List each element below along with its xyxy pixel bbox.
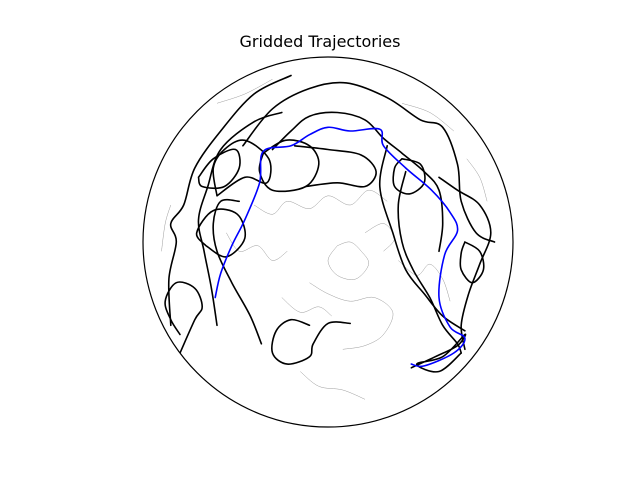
trajectory-line — [392, 158, 426, 195]
coastline-segment — [466, 158, 488, 202]
trajectory-line — [167, 74, 292, 327]
chart-title: Gridded Trajectories — [239, 32, 401, 51]
trajectories — [164, 74, 496, 373]
coastline-segment — [309, 282, 394, 350]
coastline-segment — [253, 189, 388, 215]
coastline-segment — [300, 371, 366, 400]
trajectory-line — [438, 176, 492, 351]
trajectory-line — [293, 145, 377, 188]
coastline-segment — [364, 223, 395, 252]
globe-outline — [142, 56, 514, 428]
coastline-segment — [398, 260, 451, 302]
coastline-segment — [216, 78, 273, 104]
coastline-segment — [281, 297, 332, 317]
trajectory-line — [271, 318, 351, 365]
trajectory-line — [197, 148, 241, 190]
coastlines — [161, 78, 488, 400]
coastline-segment — [327, 241, 370, 280]
trajectory-highlight-line — [214, 126, 466, 368]
coastline-segment — [226, 232, 288, 261]
trajectory-line — [242, 81, 496, 243]
trajectory-line — [410, 333, 467, 373]
trajectory-line — [271, 111, 444, 253]
trajectory-line — [212, 198, 263, 345]
trajectory-line — [397, 170, 462, 354]
coastline-segment — [401, 103, 454, 132]
coastline-segment — [161, 204, 172, 252]
trajectory-line — [378, 145, 466, 332]
trajectory-line — [197, 111, 283, 327]
